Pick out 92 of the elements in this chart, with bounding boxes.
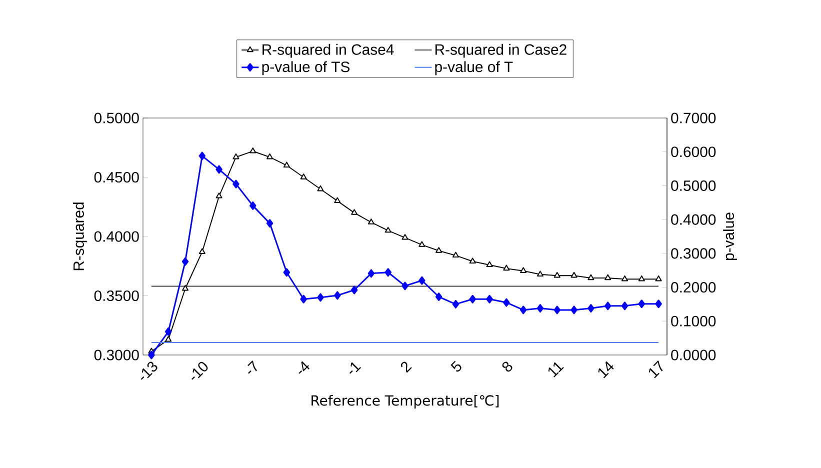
point bbox=[250, 147, 256, 154]
y-axis-title: R-squared bbox=[73, 202, 87, 270]
point bbox=[520, 267, 527, 273]
y-tick-label: 0.4500 bbox=[94, 172, 139, 183]
x-tick-label: 8 bbox=[502, 362, 512, 372]
point bbox=[165, 336, 172, 342]
y-tick-label: 0.4000 bbox=[94, 231, 139, 242]
point bbox=[536, 270, 544, 277]
point bbox=[469, 294, 476, 304]
y2-tick-label: 0.6000 bbox=[671, 146, 716, 158]
point bbox=[198, 152, 206, 160]
point bbox=[283, 162, 290, 168]
point bbox=[418, 276, 426, 285]
point bbox=[232, 153, 240, 160]
x-tick-label: 2 bbox=[400, 362, 412, 373]
point bbox=[216, 192, 222, 198]
point bbox=[300, 174, 307, 180]
point bbox=[655, 300, 662, 308]
point bbox=[554, 306, 561, 314]
point bbox=[655, 275, 662, 282]
point bbox=[198, 248, 206, 254]
y-tick-label: 0.3500 bbox=[94, 290, 139, 302]
point bbox=[283, 268, 290, 277]
y2-tick-label: 0.3000 bbox=[671, 248, 716, 259]
y2-tick-label: 0.5000 bbox=[671, 180, 716, 191]
point bbox=[368, 269, 375, 278]
point bbox=[503, 264, 510, 271]
point bbox=[384, 268, 392, 277]
point bbox=[520, 306, 527, 314]
y2-tick-label: 0.2000 bbox=[671, 282, 716, 293]
point bbox=[486, 294, 493, 304]
legend-label: p-value of TS bbox=[262, 61, 350, 76]
point bbox=[164, 327, 172, 336]
y2-tick-label: 0.7000 bbox=[671, 112, 716, 124]
point bbox=[368, 218, 374, 224]
point bbox=[182, 284, 189, 291]
point bbox=[621, 302, 628, 310]
point bbox=[351, 209, 358, 215]
y2-tick-label: 0.1000 bbox=[671, 316, 716, 326]
y2-axis-title: p-value bbox=[723, 212, 737, 260]
x-tick-label: -10 bbox=[192, 362, 208, 380]
point bbox=[350, 286, 358, 294]
point bbox=[469, 258, 476, 264]
point bbox=[334, 291, 341, 300]
point bbox=[452, 252, 459, 258]
point bbox=[452, 300, 460, 308]
point bbox=[570, 272, 578, 278]
point bbox=[604, 274, 612, 280]
point bbox=[554, 272, 560, 278]
point bbox=[232, 180, 240, 188]
point bbox=[266, 153, 274, 160]
x-tick-label: -4 bbox=[298, 361, 310, 374]
x-tick-label: 17 bbox=[648, 360, 663, 378]
point bbox=[621, 275, 628, 282]
x-tick-label: 11 bbox=[548, 362, 564, 378]
legend-label: R-squared in Case4 bbox=[262, 44, 394, 58]
point bbox=[588, 274, 594, 280]
point bbox=[402, 234, 408, 240]
point bbox=[418, 241, 426, 247]
x-tick-label: 5 bbox=[450, 360, 462, 372]
y2-tick-label: 0.4000 bbox=[671, 214, 716, 225]
legend-label: R-squared in Case2 bbox=[435, 44, 566, 58]
point bbox=[503, 298, 510, 307]
point bbox=[486, 261, 493, 268]
point bbox=[536, 304, 544, 313]
x-tick-label: -7 bbox=[248, 360, 258, 374]
point bbox=[148, 350, 155, 360]
point bbox=[317, 293, 324, 302]
point bbox=[384, 226, 392, 233]
point bbox=[570, 306, 578, 314]
y-tick-label: 0.5000 bbox=[94, 112, 139, 124]
x-tick-label: 14 bbox=[598, 361, 614, 378]
x-tick-label: -1 bbox=[349, 362, 362, 374]
y-tick-label: 0.3000 bbox=[94, 350, 139, 360]
legend-label: p-value of T bbox=[435, 61, 513, 76]
point bbox=[435, 292, 442, 302]
point bbox=[317, 185, 324, 192]
point bbox=[604, 302, 612, 310]
point bbox=[300, 294, 307, 304]
point bbox=[402, 282, 408, 290]
point bbox=[216, 165, 222, 174]
point bbox=[334, 197, 341, 204]
y2-tick-label: 0.0000 bbox=[671, 350, 716, 360]
point bbox=[266, 219, 274, 228]
point bbox=[182, 257, 189, 266]
x-axis-title: Reference Temperature[℃] bbox=[312, 394, 499, 408]
point bbox=[638, 275, 645, 282]
point bbox=[588, 304, 594, 313]
point bbox=[249, 201, 256, 210]
x-tick-label: -13 bbox=[140, 362, 158, 380]
point bbox=[436, 247, 442, 253]
point bbox=[638, 300, 646, 308]
